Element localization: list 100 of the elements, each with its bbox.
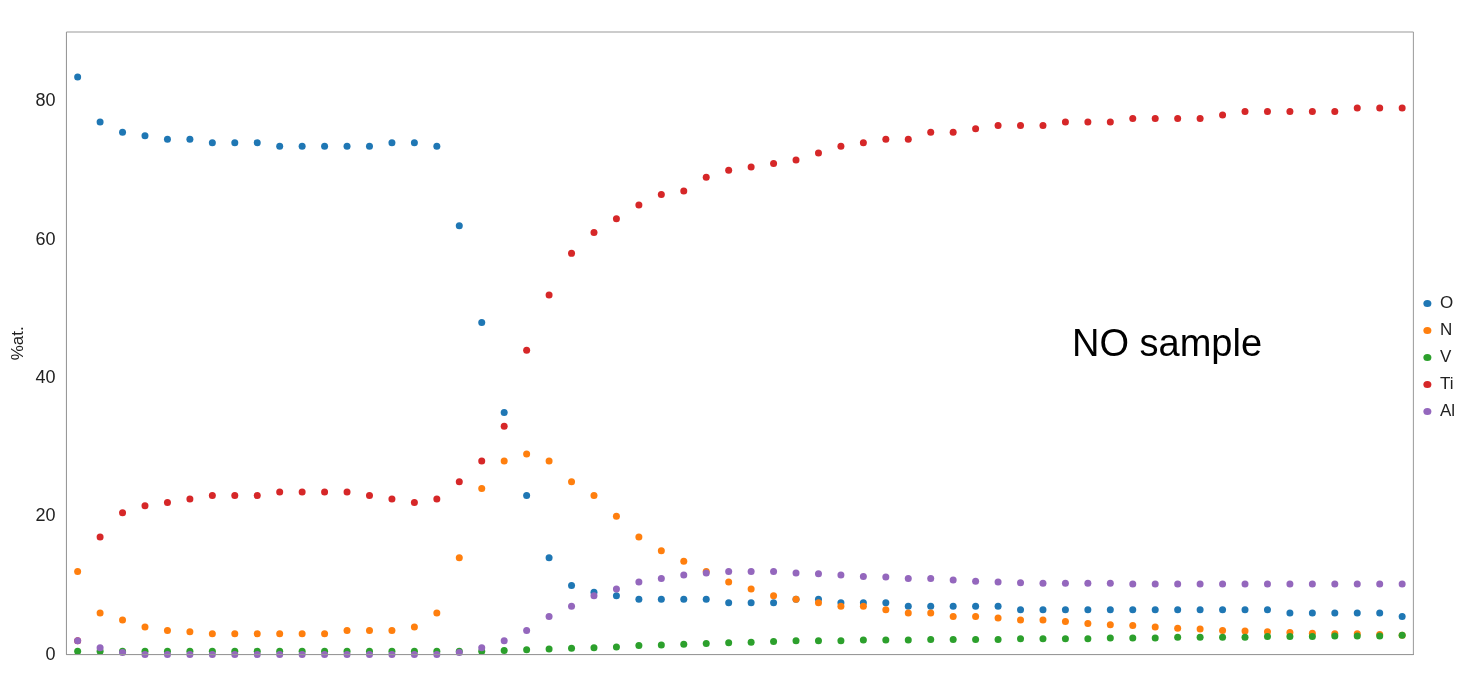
point [1039, 121, 1047, 129]
point [1308, 609, 1316, 617]
point [568, 602, 576, 610]
y-tick-label: 80 [35, 90, 56, 111]
point [1263, 633, 1271, 641]
point [545, 291, 553, 299]
legend-label: N [1439, 320, 1453, 340]
point [1241, 580, 1249, 588]
point [231, 630, 239, 638]
point [702, 640, 710, 648]
point [1151, 580, 1159, 588]
legend-label: V [1439, 347, 1452, 367]
point [1196, 606, 1204, 614]
point [612, 585, 620, 593]
point [410, 623, 418, 631]
y-tick-label: 60 [35, 228, 56, 249]
point [1353, 609, 1361, 617]
point [949, 635, 957, 643]
point [186, 135, 194, 143]
point [1219, 633, 1227, 641]
point [74, 647, 82, 655]
point [657, 191, 665, 199]
point [343, 488, 351, 496]
point [1219, 606, 1227, 614]
point [1151, 606, 1159, 614]
point [1241, 108, 1249, 116]
point [994, 614, 1002, 622]
point [927, 128, 935, 136]
point [904, 609, 912, 617]
point [119, 616, 127, 624]
point [208, 630, 216, 638]
point [1174, 624, 1182, 632]
point [96, 609, 104, 617]
point [725, 639, 733, 647]
point [1241, 633, 1249, 641]
point [1084, 606, 1092, 614]
point [747, 585, 755, 593]
point [1129, 622, 1137, 630]
point [1106, 579, 1114, 587]
point [882, 573, 890, 581]
point [770, 599, 778, 607]
point [1241, 627, 1249, 635]
point [859, 139, 867, 147]
point [388, 139, 396, 147]
point [972, 125, 980, 133]
point [1017, 579, 1025, 587]
point [1106, 606, 1114, 614]
point [949, 128, 957, 136]
point [1039, 635, 1047, 643]
y-tick-label: 0 [45, 643, 56, 664]
point [276, 488, 284, 496]
point [1308, 633, 1316, 641]
point [747, 568, 755, 576]
point [388, 495, 396, 503]
point [770, 159, 778, 167]
point [545, 457, 553, 465]
point [612, 512, 620, 520]
point [1196, 580, 1204, 588]
point [635, 642, 643, 650]
point [163, 135, 171, 143]
point [612, 215, 620, 223]
point [747, 163, 755, 171]
point [433, 495, 441, 503]
point [455, 554, 463, 562]
point [612, 592, 620, 600]
point [74, 73, 82, 81]
point [657, 547, 665, 555]
point [1106, 634, 1114, 642]
point [590, 229, 598, 237]
point [590, 644, 598, 652]
point [253, 630, 261, 638]
y-tick-label: 20 [35, 505, 56, 526]
point [1061, 617, 1069, 625]
point [321, 488, 329, 496]
point [1017, 635, 1025, 643]
point [253, 491, 261, 499]
point [1151, 114, 1159, 122]
point [433, 142, 441, 150]
point [253, 139, 261, 147]
y-axis-title: %at. [7, 326, 27, 361]
point [298, 142, 306, 150]
point [994, 602, 1002, 610]
point [365, 142, 373, 150]
point [321, 630, 329, 638]
point [1286, 580, 1294, 588]
point [500, 637, 508, 645]
point [1084, 619, 1092, 627]
point [1263, 606, 1271, 614]
point [231, 491, 239, 499]
point [1263, 108, 1271, 116]
point [635, 201, 643, 209]
point [455, 222, 463, 230]
point [1331, 609, 1339, 617]
point [1174, 114, 1182, 122]
point [904, 636, 912, 644]
point [1129, 114, 1137, 122]
point [792, 637, 800, 645]
point [770, 568, 778, 576]
point [163, 498, 171, 506]
point [1151, 634, 1159, 642]
